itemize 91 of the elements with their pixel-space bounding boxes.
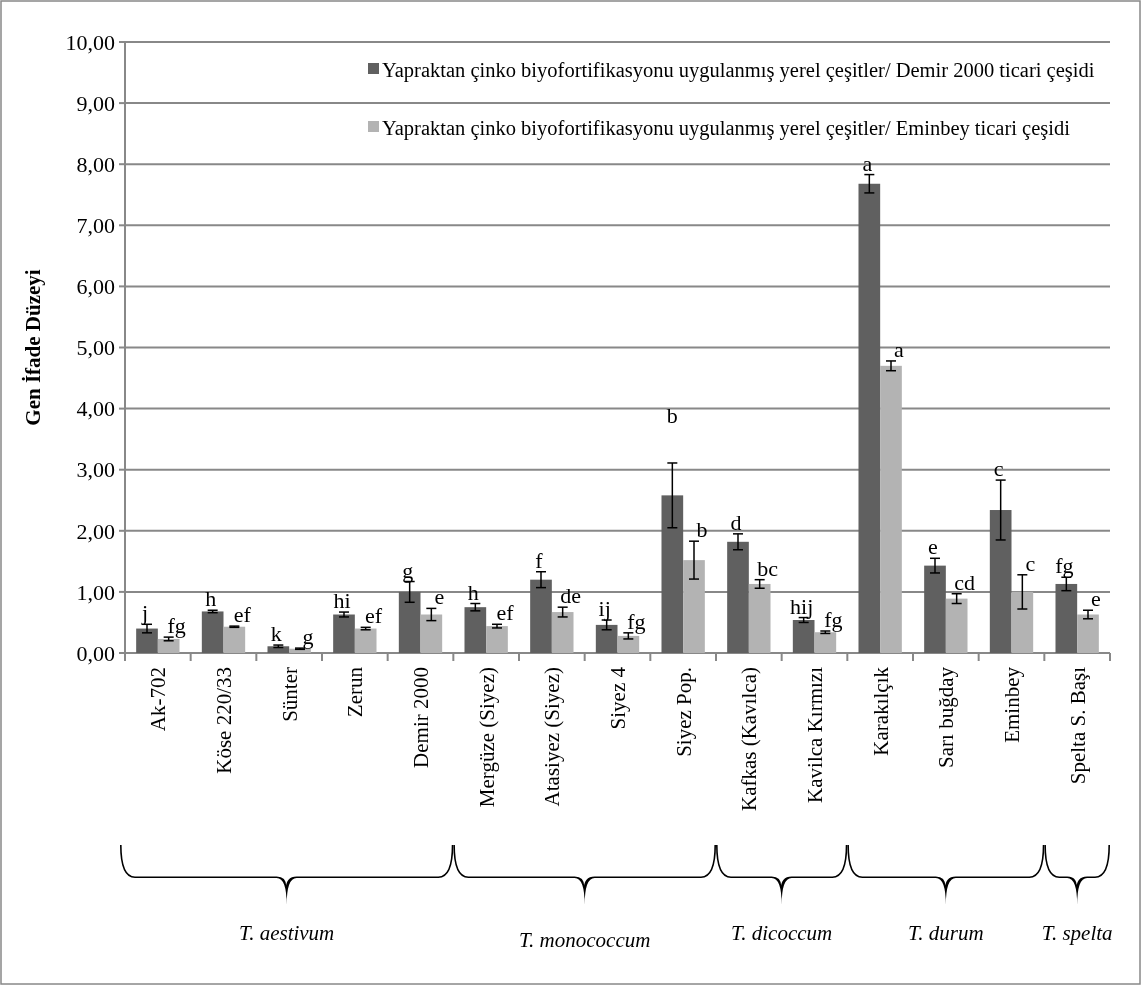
y-tick-label: 10,00 (65, 29, 115, 55)
y-tick-label: 2,00 (76, 518, 115, 544)
x-tick-label: Sarı buğday (934, 666, 959, 768)
text: T. durum (908, 921, 984, 945)
bar (354, 628, 377, 653)
bar (945, 598, 968, 653)
bar (792, 620, 815, 653)
text: T. monococcum (518, 928, 651, 952)
annotation: c (1025, 550, 1036, 576)
bar (617, 635, 640, 653)
annotation: e (928, 534, 938, 560)
annotation: a (894, 336, 905, 362)
x-tick-label: Ak-702 (146, 667, 171, 732)
annotation: b (666, 402, 678, 428)
x-tick-label: Siyez Pop. (671, 667, 696, 757)
annotation: hij (790, 593, 814, 619)
annotation: cd (954, 569, 976, 595)
bar (727, 541, 749, 653)
annotation: e (434, 584, 445, 610)
bar (595, 624, 618, 653)
bar (880, 365, 902, 653)
y-tick-label: 0,00 (76, 640, 115, 666)
bar (1011, 591, 1034, 653)
annotation: b (696, 517, 708, 543)
bar (398, 591, 421, 653)
bar (924, 565, 946, 653)
bar (748, 583, 771, 653)
annotation: fg (167, 613, 186, 639)
bar (201, 611, 224, 653)
x-tick-label: Eminbey (999, 666, 1024, 743)
annotation: ef (365, 603, 383, 629)
x-tick-label: Zerun (343, 666, 368, 718)
y-tick-label: 4,00 (76, 396, 115, 422)
annotation: g (302, 624, 314, 650)
x-tick-label: Mergüze (Siyez) (474, 666, 499, 808)
bar (420, 614, 443, 653)
x-tick-label: Karakılçık (868, 666, 893, 756)
annotation: fg (824, 607, 843, 632)
bar (1077, 614, 1099, 653)
annotation: bc (757, 555, 779, 581)
x-tick-label: Kafkas (Kavılca) (737, 667, 762, 812)
bar (530, 579, 552, 653)
y-tick-label: 5,00 (76, 335, 115, 361)
text: T. dicoccum (731, 921, 833, 945)
annotation: d (730, 509, 742, 535)
text: T. spelta (1041, 921, 1113, 945)
bar (267, 646, 290, 653)
bar (486, 626, 508, 653)
bar (989, 510, 1012, 653)
bar (1055, 583, 1078, 653)
annotation: de (560, 583, 582, 609)
bar (683, 560, 705, 653)
y-tick-label: 3,00 (76, 457, 115, 483)
legend-label: Yapraktan çinko biyofortifikasyonu uygulanmış yerel çeşitler/ Demir 2000 ticari çeşidi (382, 59, 1095, 83)
y-axis-title: Gen İfade Düzeyi (21, 269, 45, 426)
bar (333, 614, 355, 653)
annotation: k (270, 621, 282, 647)
x-tick-label: Köse 220/33 (211, 667, 236, 774)
annotation: fg (627, 608, 646, 634)
x-tick-label: Sünter (277, 666, 302, 722)
x-tick-label: Kavilca Kırmızı (802, 666, 827, 803)
text: T. aestivum (239, 921, 335, 945)
annotation: ij (598, 596, 611, 622)
annotation: h (467, 579, 479, 605)
y-tick-label: 8,00 (76, 151, 115, 177)
annotation: f (535, 547, 544, 573)
x-tick-label: Spelta S. Başı (1065, 666, 1090, 785)
legend-label: Yapraktan çinko biyofortifikasyonu uygulanmış yerel çeşitler/ Eminbey ticari çeşidi (382, 117, 1071, 141)
x-tick-label: Siyez 4 (605, 666, 630, 730)
y-tick-label: 9,00 (76, 90, 115, 116)
x-tick-label: Atasiyez (Siyez) (540, 667, 565, 807)
bar (464, 607, 487, 653)
x-tick-label: Demir 2000 (408, 667, 433, 768)
bar (551, 612, 574, 653)
y-tick-label: 6,00 (76, 274, 115, 300)
bar (136, 628, 158, 653)
bar (223, 626, 246, 653)
annotation: hi (333, 588, 351, 614)
annotation: h (205, 586, 217, 612)
annotation: c (993, 456, 1004, 482)
annotation: g (402, 557, 414, 583)
bar (661, 495, 684, 653)
annotation: a (862, 150, 873, 176)
annotation: e (1091, 586, 1101, 612)
annotation: ef (233, 602, 252, 628)
bar (157, 638, 180, 653)
bar (814, 632, 837, 653)
annotation: ef (496, 600, 515, 626)
bar (858, 183, 881, 653)
y-tick-label: 1,00 (76, 579, 115, 605)
y-tick-label: 7,00 (76, 213, 115, 238)
